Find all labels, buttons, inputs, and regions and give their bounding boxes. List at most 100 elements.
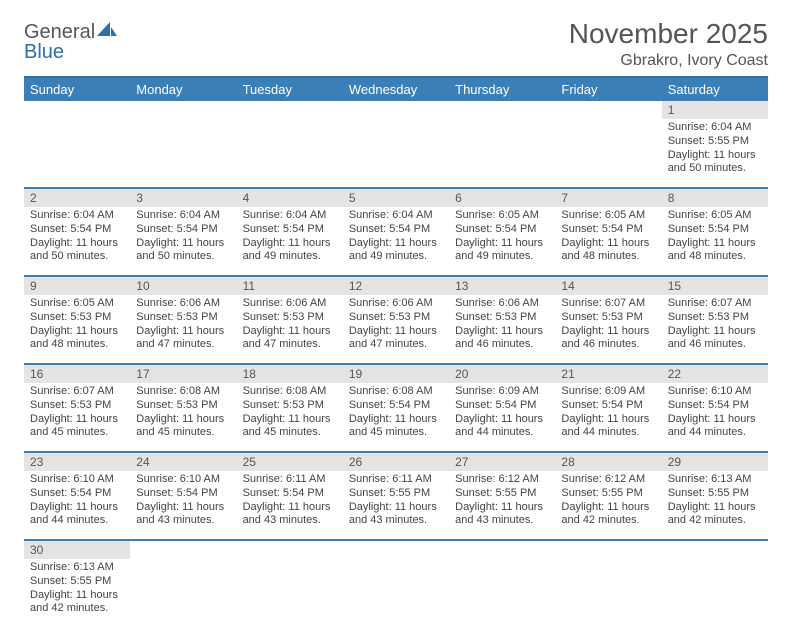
- day-content: Sunrise: 6:06 AMSunset: 5:53 PMDaylight:…: [343, 295, 449, 356]
- daylight-text: and 44 minutes.: [668, 426, 762, 440]
- sunset-text: Sunset: 5:54 PM: [668, 399, 762, 413]
- calendar-cell: [237, 540, 343, 627]
- day-number: 23: [24, 453, 130, 471]
- calendar-cell: 8Sunrise: 6:05 AMSunset: 5:54 PMDaylight…: [662, 188, 768, 276]
- calendar-cell: [130, 540, 236, 627]
- day-content: Sunrise: 6:04 AMSunset: 5:55 PMDaylight:…: [662, 119, 768, 180]
- sunrise-text: Sunrise: 6:06 AM: [349, 297, 443, 311]
- calendar-cell: 2Sunrise: 6:04 AMSunset: 5:54 PMDaylight…: [24, 188, 130, 276]
- sunrise-text: Sunrise: 6:04 AM: [243, 209, 337, 223]
- daylight-text: Daylight: 11 hours: [455, 413, 549, 427]
- daylight-text: and 45 minutes.: [30, 426, 124, 440]
- daylight-text: Daylight: 11 hours: [243, 501, 337, 515]
- calendar-cell: 28Sunrise: 6:12 AMSunset: 5:55 PMDayligh…: [555, 452, 661, 540]
- day-content: Sunrise: 6:12 AMSunset: 5:55 PMDaylight:…: [449, 471, 555, 532]
- daylight-text: and 42 minutes.: [561, 514, 655, 528]
- day-number: 29: [662, 453, 768, 471]
- sunset-text: Sunset: 5:53 PM: [349, 311, 443, 325]
- calendar-cell: 10Sunrise: 6:06 AMSunset: 5:53 PMDayligh…: [130, 276, 236, 364]
- daylight-text: Daylight: 11 hours: [455, 501, 549, 515]
- sunset-text: Sunset: 5:55 PM: [668, 135, 762, 149]
- calendar-page: General Blue November 2025 Gbrakro, Ivor…: [0, 0, 792, 637]
- sunset-text: Sunset: 5:54 PM: [668, 223, 762, 237]
- daylight-text: and 47 minutes.: [349, 338, 443, 352]
- daylight-text: and 45 minutes.: [136, 426, 230, 440]
- day-number: 15: [662, 277, 768, 295]
- calendar-cell: 7Sunrise: 6:05 AMSunset: 5:54 PMDaylight…: [555, 188, 661, 276]
- sunset-text: Sunset: 5:54 PM: [349, 399, 443, 413]
- day-content: Sunrise: 6:08 AMSunset: 5:54 PMDaylight:…: [343, 383, 449, 444]
- daylight-text: and 46 minutes.: [668, 338, 762, 352]
- calendar-cell: 3Sunrise: 6:04 AMSunset: 5:54 PMDaylight…: [130, 188, 236, 276]
- calendar-cell: [24, 101, 130, 188]
- day-number: 17: [130, 365, 236, 383]
- day-content: Sunrise: 6:08 AMSunset: 5:53 PMDaylight:…: [130, 383, 236, 444]
- sunset-text: Sunset: 5:53 PM: [30, 399, 124, 413]
- daylight-text: Daylight: 11 hours: [30, 325, 124, 339]
- day-number: 18: [237, 365, 343, 383]
- calendar-cell: 24Sunrise: 6:10 AMSunset: 5:54 PMDayligh…: [130, 452, 236, 540]
- calendar-cell: [449, 540, 555, 627]
- calendar-cell: 4Sunrise: 6:04 AMSunset: 5:54 PMDaylight…: [237, 188, 343, 276]
- daylight-text: and 49 minutes.: [243, 250, 337, 264]
- day-content: Sunrise: 6:07 AMSunset: 5:53 PMDaylight:…: [662, 295, 768, 356]
- daylight-text: and 43 minutes.: [136, 514, 230, 528]
- day-number: 6: [449, 189, 555, 207]
- day-content: Sunrise: 6:12 AMSunset: 5:55 PMDaylight:…: [555, 471, 661, 532]
- day-number: 14: [555, 277, 661, 295]
- day-content: Sunrise: 6:05 AMSunset: 5:54 PMDaylight:…: [662, 207, 768, 268]
- calendar-row: 23Sunrise: 6:10 AMSunset: 5:54 PMDayligh…: [24, 452, 768, 540]
- calendar-cell: [449, 101, 555, 188]
- calendar-cell: 5Sunrise: 6:04 AMSunset: 5:54 PMDaylight…: [343, 188, 449, 276]
- weekday-header: Monday: [130, 77, 236, 101]
- daylight-text: Daylight: 11 hours: [30, 501, 124, 515]
- calendar-cell: 21Sunrise: 6:09 AMSunset: 5:54 PMDayligh…: [555, 364, 661, 452]
- sunset-text: Sunset: 5:53 PM: [668, 311, 762, 325]
- daylight-text: Daylight: 11 hours: [349, 501, 443, 515]
- calendar-cell: 9Sunrise: 6:05 AMSunset: 5:53 PMDaylight…: [24, 276, 130, 364]
- day-content: Sunrise: 6:11 AMSunset: 5:54 PMDaylight:…: [237, 471, 343, 532]
- sunset-text: Sunset: 5:54 PM: [30, 487, 124, 501]
- sunrise-text: Sunrise: 6:07 AM: [30, 385, 124, 399]
- sunrise-text: Sunrise: 6:04 AM: [136, 209, 230, 223]
- day-content: Sunrise: 6:13 AMSunset: 5:55 PMDaylight:…: [662, 471, 768, 532]
- day-content: Sunrise: 6:06 AMSunset: 5:53 PMDaylight:…: [130, 295, 236, 356]
- calendar-cell: 29Sunrise: 6:13 AMSunset: 5:55 PMDayligh…: [662, 452, 768, 540]
- daylight-text: Daylight: 11 hours: [349, 413, 443, 427]
- sunset-text: Sunset: 5:53 PM: [455, 311, 549, 325]
- sunset-text: Sunset: 5:55 PM: [455, 487, 549, 501]
- daylight-text: Daylight: 11 hours: [668, 149, 762, 163]
- sunset-text: Sunset: 5:55 PM: [30, 575, 124, 589]
- daylight-text: Daylight: 11 hours: [136, 325, 230, 339]
- daylight-text: Daylight: 11 hours: [30, 589, 124, 603]
- day-number: 13: [449, 277, 555, 295]
- daylight-text: Daylight: 11 hours: [455, 325, 549, 339]
- sail-icon: [97, 22, 117, 38]
- sunset-text: Sunset: 5:53 PM: [243, 311, 337, 325]
- calendar-cell: 1Sunrise: 6:04 AMSunset: 5:55 PMDaylight…: [662, 101, 768, 188]
- day-number: 11: [237, 277, 343, 295]
- sunset-text: Sunset: 5:54 PM: [561, 223, 655, 237]
- sunset-text: Sunset: 5:54 PM: [243, 487, 337, 501]
- calendar-cell: 6Sunrise: 6:05 AMSunset: 5:54 PMDaylight…: [449, 188, 555, 276]
- day-number: 8: [662, 189, 768, 207]
- day-content: Sunrise: 6:04 AMSunset: 5:54 PMDaylight:…: [343, 207, 449, 268]
- daylight-text: Daylight: 11 hours: [136, 237, 230, 251]
- logo-blue: Blue: [24, 41, 64, 63]
- day-number: 12: [343, 277, 449, 295]
- daylight-text: Daylight: 11 hours: [136, 501, 230, 515]
- calendar-cell: 23Sunrise: 6:10 AMSunset: 5:54 PMDayligh…: [24, 452, 130, 540]
- daylight-text: and 42 minutes.: [30, 602, 124, 616]
- daylight-text: and 48 minutes.: [668, 250, 762, 264]
- day-number: 7: [555, 189, 661, 207]
- daylight-text: Daylight: 11 hours: [668, 325, 762, 339]
- day-content: Sunrise: 6:05 AMSunset: 5:53 PMDaylight:…: [24, 295, 130, 356]
- day-content: Sunrise: 6:04 AMSunset: 5:54 PMDaylight:…: [24, 207, 130, 268]
- day-content: Sunrise: 6:05 AMSunset: 5:54 PMDaylight:…: [449, 207, 555, 268]
- day-content: Sunrise: 6:09 AMSunset: 5:54 PMDaylight:…: [449, 383, 555, 444]
- sunset-text: Sunset: 5:53 PM: [561, 311, 655, 325]
- calendar-cell: 18Sunrise: 6:08 AMSunset: 5:53 PMDayligh…: [237, 364, 343, 452]
- day-number: 5: [343, 189, 449, 207]
- logo-text: General Blue: [24, 22, 117, 62]
- day-content: Sunrise: 6:10 AMSunset: 5:54 PMDaylight:…: [24, 471, 130, 532]
